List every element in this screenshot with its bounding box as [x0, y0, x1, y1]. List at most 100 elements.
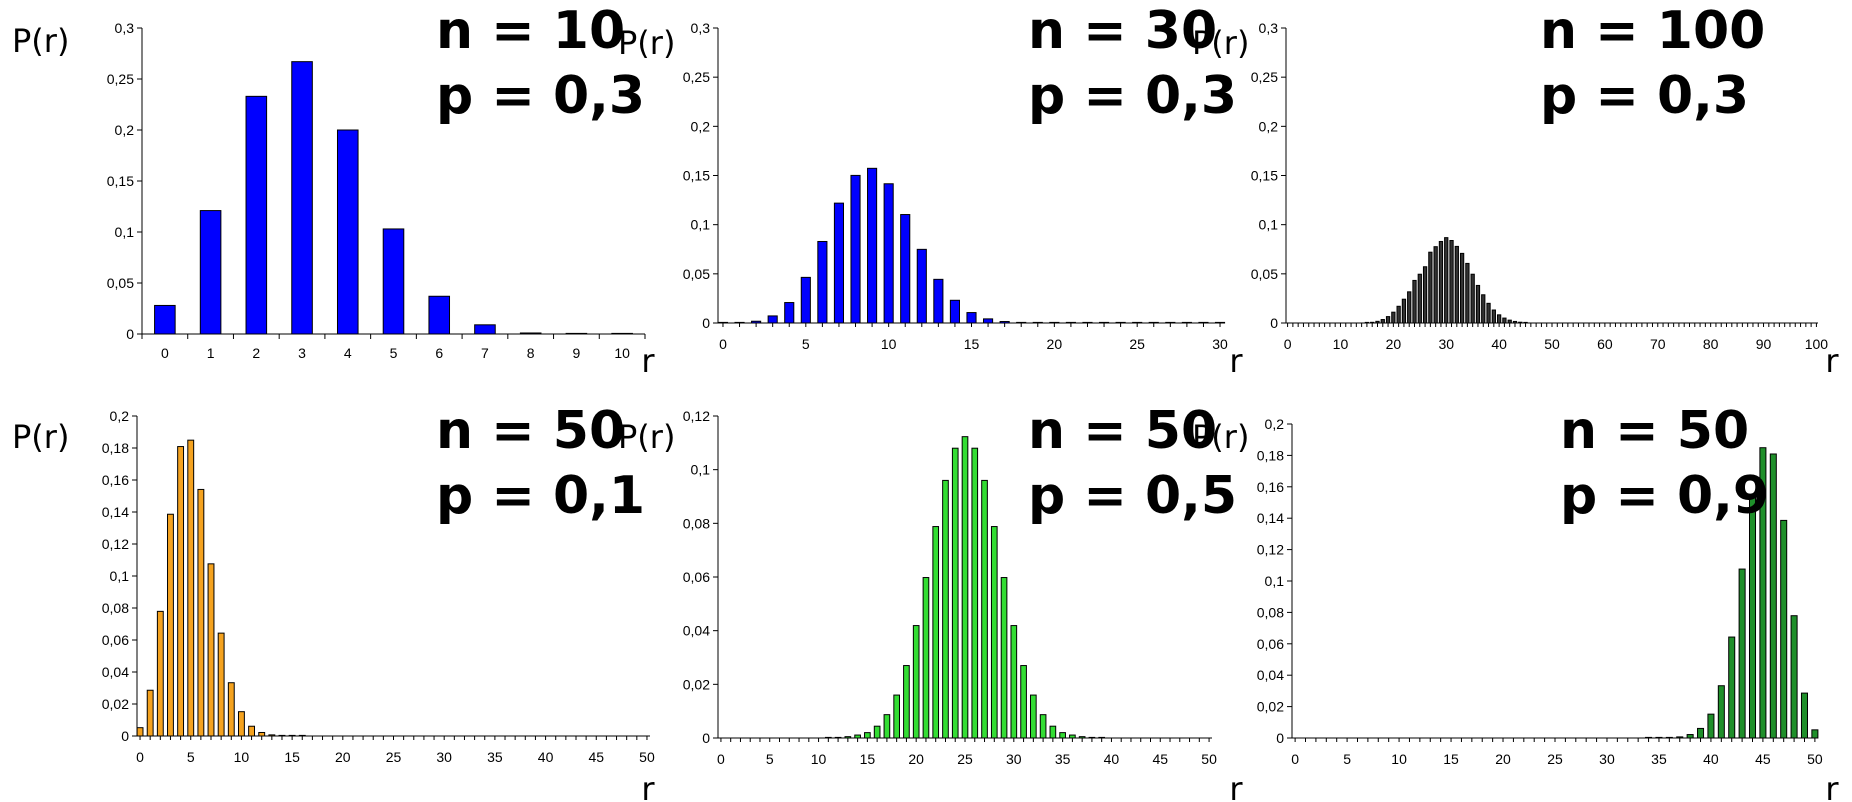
- x-tick-label: 5: [390, 345, 398, 361]
- x-tick-label: 45: [1755, 751, 1771, 767]
- chart-panel-5: 0 0,02 0,04 0,06 0,08 0,1 0,12 0 5 10 15 20 25 30 35 40…: [618, 401, 1243, 802]
- bar: [1165, 321, 1176, 324]
- x-tick-label: 0: [717, 751, 725, 767]
- x-tick-label: 15: [964, 336, 980, 352]
- bar: [833, 202, 845, 324]
- bar: [1401, 298, 1407, 324]
- y-tick-label: 0,3: [691, 20, 711, 36]
- x-tick-label: 50: [1544, 336, 1560, 352]
- x-tick-label: 40: [1104, 751, 1120, 767]
- bar: [167, 513, 174, 737]
- bar: [999, 321, 1010, 324]
- bar: [1198, 321, 1209, 324]
- x-axis-title: r: [1229, 342, 1243, 380]
- annotation-n: n = 50: [1560, 401, 1749, 461]
- bar: [146, 689, 154, 737]
- y-tick-label: 0,06: [683, 569, 710, 585]
- bar: [1686, 734, 1694, 739]
- x-tick-label: 8: [527, 345, 535, 361]
- y-tick-label: 0,18: [102, 440, 129, 456]
- bar: [1697, 727, 1705, 739]
- bar: [1000, 577, 1008, 739]
- annotation-n: n = 50: [436, 401, 625, 461]
- annotation-p: p = 0,3: [1028, 66, 1237, 126]
- x-tick-label: 20: [1495, 751, 1511, 767]
- x-tick-label: 35: [487, 749, 503, 765]
- y-axis-title: P(r): [1192, 24, 1249, 62]
- y-tick-label: 0,1: [115, 224, 135, 240]
- x-tick-label: 10: [1333, 336, 1349, 352]
- y-tick-label: 0,15: [1251, 168, 1278, 184]
- bar: [971, 447, 979, 739]
- bar: [912, 625, 920, 739]
- bar: [1454, 245, 1459, 324]
- y-tick-label: 0,1: [1265, 573, 1285, 589]
- bar: [1707, 713, 1715, 739]
- y-tick-label: 0: [121, 728, 129, 744]
- x-tick-label: 30: [1006, 751, 1022, 767]
- x-tick-label: 35: [1651, 751, 1667, 767]
- bar: [298, 734, 306, 737]
- y-axis-title: P(r): [618, 418, 675, 456]
- y-tick-label: 0: [702, 730, 710, 746]
- bar: [903, 665, 910, 739]
- x-tick-label: 25: [957, 751, 973, 767]
- bar: [1098, 321, 1110, 324]
- bar: [1132, 321, 1143, 324]
- y-tick-label: 0,16: [1257, 479, 1284, 495]
- annotation-n: n = 50: [1028, 401, 1217, 461]
- bar: [154, 304, 176, 335]
- x-tick-label: 50: [639, 749, 655, 765]
- y-tick-label: 0,12: [1257, 542, 1284, 558]
- x-tick-label: 5: [802, 336, 810, 352]
- bar: [336, 129, 359, 335]
- bar: [1449, 239, 1454, 324]
- x-axis-title: r: [1825, 770, 1839, 802]
- bar: [1385, 316, 1391, 324]
- bar: [850, 174, 861, 324]
- x-tick-label: 70: [1650, 336, 1666, 352]
- bar: [1065, 321, 1076, 324]
- y-tick-label: 0,04: [1257, 667, 1284, 683]
- bar: [1444, 237, 1449, 324]
- bar: [1020, 665, 1027, 739]
- y-tick-label: 0,06: [102, 632, 129, 648]
- x-tick-label: 35: [1055, 751, 1071, 767]
- y-tick-label: 0,1: [691, 217, 711, 233]
- x-tick-label: 30: [1599, 751, 1615, 767]
- annotation-n: n = 10: [436, 1, 625, 61]
- annotation-n: n = 30: [1028, 1, 1217, 61]
- bar: [227, 682, 235, 737]
- x-tick-label: 45: [588, 749, 604, 765]
- bar: [734, 321, 745, 324]
- bar: [199, 210, 222, 335]
- bar: [1717, 685, 1725, 739]
- bar: [1655, 736, 1663, 739]
- bar: [1465, 262, 1470, 324]
- bar: [1475, 284, 1481, 324]
- bar: [177, 446, 185, 737]
- bar: [942, 479, 949, 739]
- y-axis-title: P(r): [1192, 418, 1249, 456]
- bar: [1811, 729, 1819, 739]
- bar: [916, 248, 927, 324]
- bar: [1728, 636, 1736, 739]
- bar: [864, 732, 871, 739]
- bar: [893, 694, 900, 739]
- bar: [784, 302, 795, 324]
- chart-panel-2: 0 0,05 0,1 0,15 0,2 0,25 0,3 0 5 10 15 20 25 30 P(r) r n…: [618, 1, 1243, 380]
- bar: [474, 324, 496, 335]
- y-tick-label: 0,06: [1257, 636, 1284, 652]
- bar: [1523, 321, 1528, 324]
- y-tick-label: 0,2: [1265, 416, 1285, 432]
- x-tick-label: 30: [436, 749, 452, 765]
- bar: [187, 439, 195, 737]
- y-axis-title: P(r): [618, 24, 675, 62]
- bar: [1518, 321, 1523, 324]
- bar: [883, 714, 891, 739]
- bar: [854, 734, 861, 739]
- bar: [1364, 321, 1370, 324]
- bar: [900, 214, 911, 324]
- bar: [1078, 736, 1086, 739]
- bar: [1098, 736, 1106, 739]
